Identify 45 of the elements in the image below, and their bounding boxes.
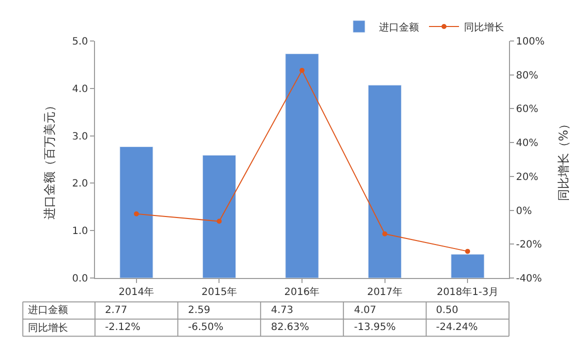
data-label: 2.77 (105, 305, 128, 316)
data-label: -13.95% (354, 322, 396, 333)
x-tick-label: 2014年 (118, 286, 154, 298)
data-label: 0.50 (436, 305, 458, 316)
bar (368, 84, 402, 278)
y-tick-label: 2.0 (72, 178, 88, 190)
text: 进口金额 (28, 305, 68, 316)
x-tick-label: 2016年 (284, 286, 320, 298)
x-tick-label: 2018年1-3月 (436, 286, 498, 298)
data-label: -24.24% (436, 322, 478, 333)
point (465, 248, 470, 254)
y-tick-label: 5.0 (72, 36, 88, 48)
y-tick-label: 4.0 (72, 84, 88, 95)
y2-tick-label: -40% (516, 274, 542, 284)
y-tick-label: 1.0 (72, 226, 88, 238)
y2-axis-title: 同比增长（%） (556, 118, 570, 202)
point (382, 231, 388, 236)
y-axis-title: 进口金额（百万美元） (42, 100, 56, 220)
bar (450, 254, 484, 278)
y2-tick-label: 100% (516, 36, 545, 48)
data-label: 4.07 (354, 305, 376, 316)
point (300, 68, 304, 73)
y2-tick-label: 0% (516, 206, 532, 217)
x-tick-label: 2015年 (201, 286, 237, 298)
y2-tick-label: 60% (516, 104, 538, 116)
x-tick-label: 2017年 (367, 286, 403, 298)
text: 同比增长 (28, 323, 68, 334)
data-label: -2.12% (105, 322, 140, 333)
point (216, 218, 222, 224)
bar (120, 146, 154, 278)
legend-label: 进口金额 (379, 21, 419, 34)
legend-label: 同比增长 (464, 21, 504, 34)
y2-tick-label: 80% (516, 70, 538, 82)
y-tick-label: 0.0 (72, 274, 88, 284)
y2-tick-label: -20% (516, 240, 542, 251)
bar (285, 54, 319, 278)
point (134, 211, 139, 216)
data-label: 82.63% (271, 322, 310, 333)
data-label: 4.73 (271, 305, 294, 316)
data-label: -6.50% (188, 322, 224, 333)
y2-tick-label: 20% (516, 172, 538, 183)
data-label: 2.59 (188, 305, 210, 316)
bar (202, 154, 236, 278)
y-tick-label: 3.0 (72, 131, 88, 142)
y2-tick-label: 40% (516, 138, 538, 150)
